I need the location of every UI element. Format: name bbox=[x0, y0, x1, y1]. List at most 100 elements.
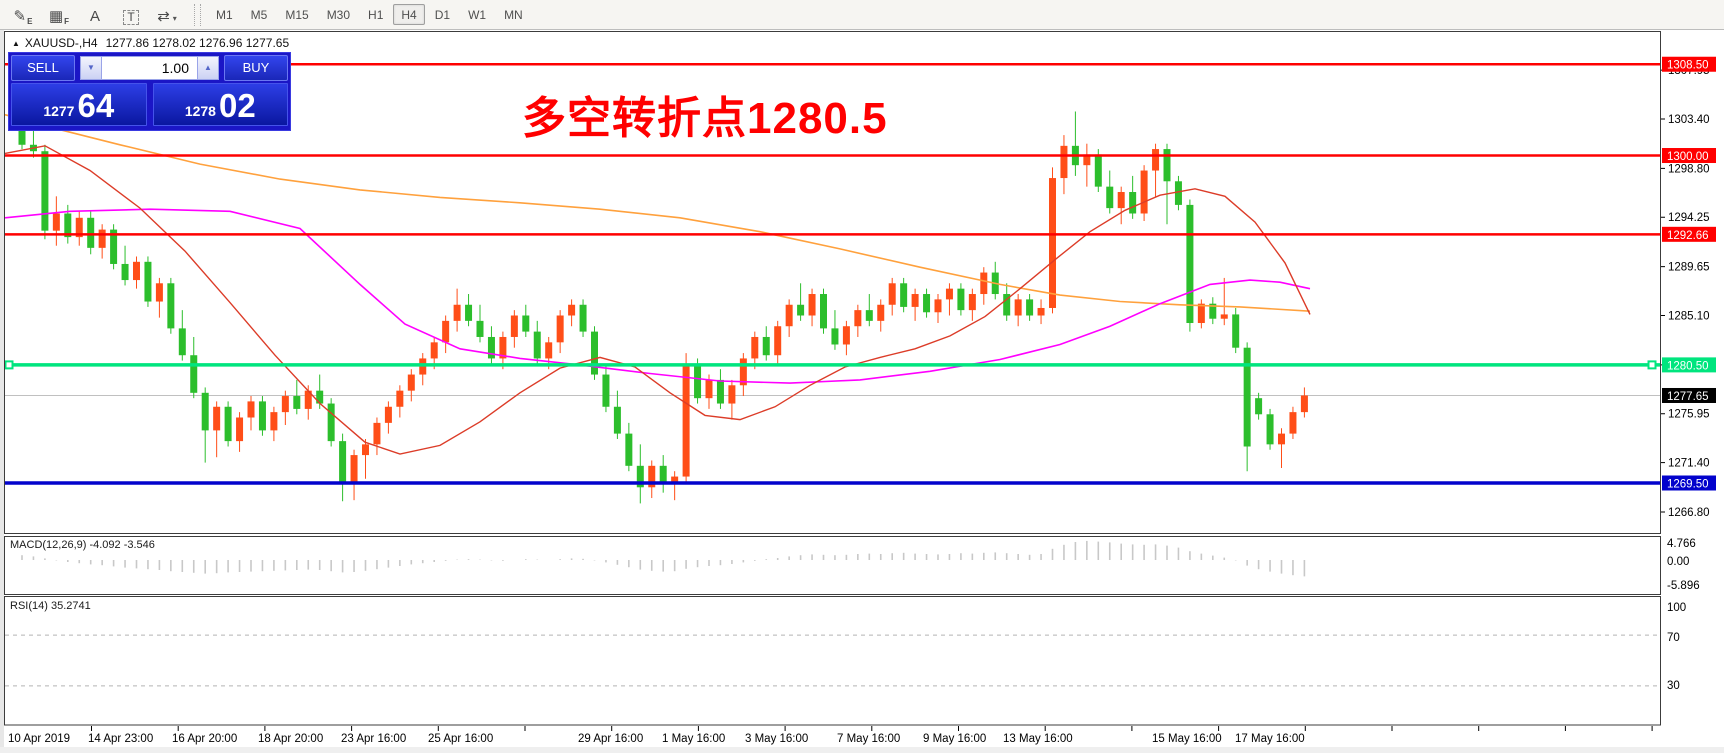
tool-sub-letter: E bbox=[27, 16, 33, 26]
insert-text-icon: A bbox=[89, 7, 100, 25]
candle-body bbox=[465, 304, 473, 321]
toolbar: ✎ E ▦ F A T ⇄ ▾ M1 M5 M15 M30 H1 H4 D1 W1 MN bbox=[0, 0, 1724, 30]
candle-body bbox=[442, 320, 450, 343]
candle-body bbox=[671, 476, 679, 482]
candle-body bbox=[716, 379, 724, 404]
volume-increase-icon[interactable]: ▲ bbox=[197, 56, 219, 80]
timeframe-button-w1[interactable]: W1 bbox=[468, 8, 487, 22]
time-axis-label: 17 May 16:00 bbox=[1235, 733, 1305, 745]
hline-price-label: 1300.00 bbox=[1667, 151, 1709, 163]
candle-body bbox=[1026, 299, 1034, 316]
chevron-down-icon[interactable]: ▾ bbox=[172, 13, 177, 23]
macd-panel-frame bbox=[4, 536, 1661, 595]
insert-label-icon: T bbox=[123, 9, 139, 25]
price-tick-label: 1275.95 bbox=[1668, 409, 1710, 421]
hline-price-label-bg bbox=[1662, 357, 1716, 373]
candle-body bbox=[304, 390, 312, 409]
sell-button[interactable]: SELL bbox=[11, 55, 75, 81]
rsi-axis-label: 30 bbox=[1667, 680, 1680, 692]
timeframe-button-d1[interactable]: D1 bbox=[434, 8, 451, 22]
timeframe-button-m15[interactable]: M15 bbox=[285, 8, 309, 22]
time-axis-label: 14 Apr 23:00 bbox=[88, 733, 153, 745]
candle-body bbox=[270, 412, 278, 431]
ma-line-magenta bbox=[4, 208, 1311, 384]
candle-body bbox=[75, 217, 83, 238]
timeframe-button-h4[interactable]: H4 bbox=[393, 4, 425, 25]
chart-text-annotation[interactable]: 多空转折点1280.5 bbox=[522, 94, 888, 143]
candle-body bbox=[602, 374, 610, 407]
insert-fibonacci-icon[interactable]: ▦ F bbox=[46, 5, 72, 27]
ma-line-red bbox=[4, 145, 1311, 455]
candle-body bbox=[1197, 303, 1205, 324]
timeframe-button-m30[interactable]: M30 bbox=[326, 8, 351, 22]
candle-body bbox=[751, 336, 759, 359]
timeframe-button-mn[interactable]: MN bbox=[504, 8, 523, 22]
volume-decrease-icon[interactable]: ▼ bbox=[80, 56, 102, 80]
price-tick-label: 1303.40 bbox=[1668, 114, 1710, 126]
insert-arrows-icon[interactable]: ⇄ ▾ bbox=[154, 5, 180, 27]
candle-body bbox=[236, 417, 244, 442]
insert-lines-icon: ✎ bbox=[13, 7, 27, 25]
line-handle[interactable] bbox=[4, 360, 14, 370]
insert-label-icon[interactable]: T bbox=[118, 3, 144, 25]
macd-axis-label: 0.00 bbox=[1667, 556, 1689, 568]
candle-body bbox=[797, 304, 805, 316]
candle-body bbox=[636, 465, 644, 488]
timeframe-button-m5[interactable]: M5 bbox=[250, 8, 268, 22]
candle-body bbox=[648, 465, 656, 488]
candle-body bbox=[923, 294, 931, 313]
sell-price-display[interactable]: 1277 64 bbox=[11, 83, 147, 126]
candle-body bbox=[854, 310, 862, 327]
line-handle[interactable] bbox=[1647, 360, 1657, 370]
buy-price-display[interactable]: 1278 02 bbox=[152, 83, 288, 126]
candle-body bbox=[224, 406, 232, 442]
bid-price-label: 1277.65 bbox=[1667, 391, 1709, 403]
candle-body bbox=[1255, 398, 1263, 415]
candle-body bbox=[1083, 154, 1091, 166]
collapse-icon[interactable]: ▲ bbox=[12, 39, 20, 48]
price-tick-label: 1294.25 bbox=[1668, 212, 1710, 224]
time-axis-label: 18 Apr 20:00 bbox=[258, 733, 323, 745]
candle-body bbox=[384, 406, 392, 423]
candle-body bbox=[533, 331, 541, 359]
price-tick-label: 1271.40 bbox=[1668, 458, 1710, 470]
candle-body bbox=[568, 304, 576, 316]
sell-price-small: 1277 bbox=[43, 103, 75, 119]
candle-body bbox=[545, 342, 553, 359]
candle-body bbox=[396, 390, 404, 407]
candle-body bbox=[1140, 170, 1148, 214]
price-tick-label: 1298.80 bbox=[1668, 163, 1710, 175]
candle-body bbox=[487, 336, 495, 359]
candle-body bbox=[556, 315, 564, 343]
candle-body bbox=[1049, 178, 1056, 308]
candle-body bbox=[350, 455, 358, 485]
insert-arrows-icon: ⇄ bbox=[157, 7, 170, 25]
hline-price-label: 1280.50 bbox=[1667, 360, 1709, 372]
buy-price-small: 1278 bbox=[184, 103, 216, 119]
candle-body bbox=[373, 422, 381, 445]
candlestick-series bbox=[18, 93, 1308, 504]
hline-price-label: 1269.50 bbox=[1667, 479, 1709, 491]
candle-body bbox=[476, 320, 484, 337]
candle-body bbox=[1163, 149, 1171, 182]
window-left-edge bbox=[0, 30, 4, 753]
buy-button[interactable]: BUY bbox=[224, 55, 288, 81]
candle-body bbox=[1152, 149, 1160, 171]
insert-lines-icon[interactable]: ✎ E bbox=[10, 5, 36, 27]
candle-body bbox=[144, 261, 152, 302]
candle-body bbox=[613, 406, 621, 434]
price-tick-label: 1289.65 bbox=[1668, 262, 1710, 274]
candle-body bbox=[1129, 192, 1137, 214]
candle-body bbox=[1060, 145, 1068, 179]
timeframe-button-m1[interactable]: M1 bbox=[216, 8, 233, 22]
candle-body bbox=[293, 396, 301, 409]
candle-body bbox=[155, 283, 163, 302]
insert-text-icon[interactable]: A bbox=[82, 5, 108, 27]
volume-input[interactable]: 1.00 bbox=[102, 56, 197, 80]
toolbar-separator bbox=[194, 3, 201, 26]
timeframe-button-h1[interactable]: H1 bbox=[368, 8, 384, 22]
candle-body bbox=[865, 310, 873, 321]
candle-body bbox=[167, 283, 175, 329]
candle-body bbox=[980, 272, 988, 295]
